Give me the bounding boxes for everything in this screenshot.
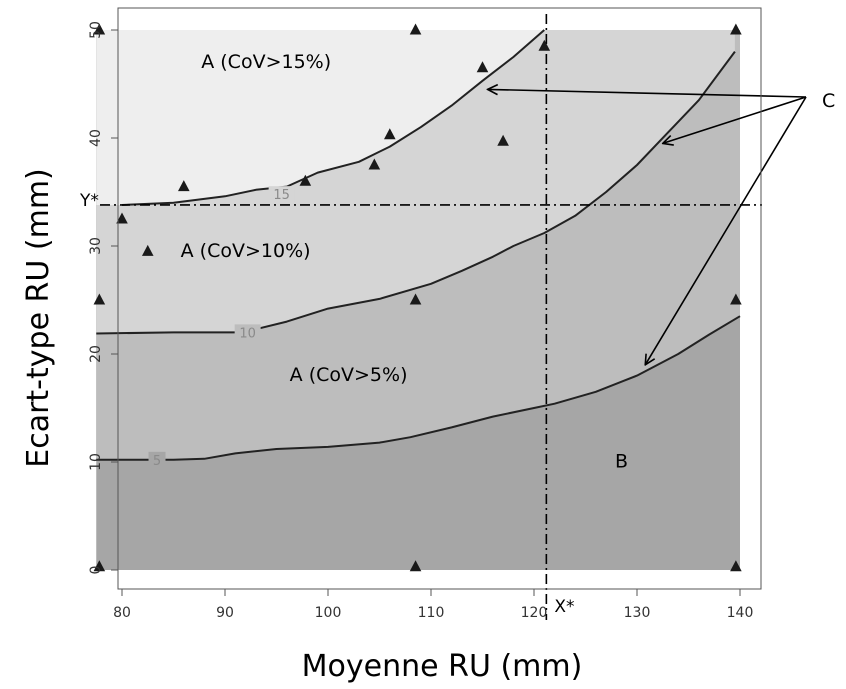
contour-labels: 5 10 15 [148,186,295,469]
x-tick-label: 100 [315,605,342,621]
data-point [409,293,422,305]
annotation-arrow [645,96,807,365]
data-point [178,180,190,192]
x-tick-label: 110 [418,605,445,621]
contour-line-15 [121,29,545,206]
y-tick-label: 40 [88,129,104,147]
data-point [93,560,106,572]
data-point [497,134,509,146]
data-point [368,158,381,170]
region-label-cov5: A (CoV>5%) [290,364,408,386]
filled-zones [96,30,741,570]
data-point [476,61,489,73]
contour-label-15: 15 [273,188,290,203]
data-point [409,23,422,35]
contour-label-bg [268,186,295,203]
data-point [409,560,422,572]
data-point [93,23,106,35]
region-labels: A (CoV>15%) A (CoV>10%) A (CoV>5%) B [181,51,628,473]
region-label-cov10: A (CoV>10%) [181,240,311,262]
zone-cov15 [96,30,545,205]
annotation-arrows: C [488,89,835,365]
y-axis: 0 10 20 30 40 50 [88,21,118,574]
data-point [116,212,128,224]
x-axis: 80 90 100 110 120 130 140 [113,589,753,621]
data-point [93,293,106,305]
region-label-cov15: A (CoV>15%) [201,51,331,73]
annotation-arrow [488,89,807,98]
x-tick-label: 80 [113,605,131,621]
data-point [141,244,154,256]
y-tick-label: 50 [88,21,104,39]
contour-label-10: 10 [239,326,256,341]
y-star-label: Y* [79,191,99,211]
x-tick-label: 120 [521,605,548,621]
y-tick-label: 20 [88,345,104,363]
data-point [730,560,742,572]
contour-label-bg [148,451,166,468]
x-star-label: X* [554,597,574,617]
y-axis-title: Ecart-type RU (mm) [21,168,56,468]
contour-line-5 [96,315,741,461]
data-point [730,293,742,305]
y-tick-label: 0 [88,566,104,575]
annotation-label: C [822,90,835,112]
y-tick-label: 30 [88,237,104,255]
data-point [299,174,312,186]
data-points [93,23,742,572]
data-point [384,128,396,140]
contour-label-5: 5 [153,454,161,469]
data-point [730,23,742,35]
region-label-b: B [615,450,628,472]
plot-frame [117,7,762,590]
x-axis-title: Moyenne RU (mm) [302,649,583,684]
contour-label-bg [234,324,261,341]
x-tick-label: 90 [216,605,234,621]
annotation-arrow [663,96,807,143]
data-point [538,39,551,51]
reference-lines: X* Y* [79,14,762,620]
x-tick-label: 130 [624,605,651,621]
x-tick-label: 140 [727,605,754,621]
y-tick-label: 10 [88,453,104,471]
